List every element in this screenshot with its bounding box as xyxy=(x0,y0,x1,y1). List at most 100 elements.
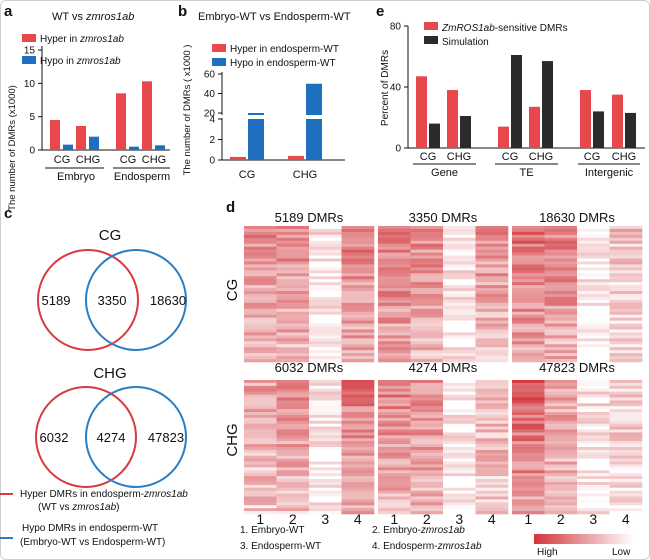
heatmap-cell xyxy=(609,476,643,480)
heatmap-cell xyxy=(244,511,277,515)
heatmap-cell xyxy=(475,499,509,503)
heatmap-cell xyxy=(410,353,444,357)
heatmap-cell xyxy=(378,438,411,442)
heatmap-cell xyxy=(341,385,375,390)
heatmap-cell xyxy=(378,291,411,295)
heatmap-cell xyxy=(544,452,578,457)
heatmap-cell xyxy=(475,487,509,491)
heatmap-cell xyxy=(577,273,610,277)
heatmap-cell xyxy=(443,508,476,512)
heatmap-cell xyxy=(475,302,509,307)
heatmap-cell xyxy=(244,255,277,259)
heatmap-cell xyxy=(577,279,610,283)
b-ytick-label: 40 xyxy=(204,89,216,100)
heatmap-cell xyxy=(276,228,310,233)
heatmap-cell xyxy=(609,226,643,230)
heatmap-cell xyxy=(276,294,310,298)
heatmap-cell xyxy=(244,496,277,500)
heatmap-cell xyxy=(609,470,643,474)
heatmap-cell xyxy=(244,414,277,419)
heatmap-cell xyxy=(475,435,509,439)
heatmap-cell xyxy=(410,391,444,395)
heatmap-cell xyxy=(609,409,643,413)
heatmap-cell xyxy=(378,246,411,250)
heatmap-cell xyxy=(378,332,411,336)
heatmap-cell xyxy=(609,380,643,384)
heatmap-cell xyxy=(609,347,643,351)
heatmap-cell xyxy=(512,341,545,345)
heatmap-cell xyxy=(443,447,476,451)
heatmap-cell xyxy=(410,467,444,471)
heatmap-cell xyxy=(577,435,610,439)
heatmap-cell xyxy=(475,412,509,416)
heatmap-cell xyxy=(410,479,444,483)
heatmap-cell xyxy=(512,252,545,256)
e-bar-simulation xyxy=(429,123,440,148)
heatmap-cell xyxy=(512,291,545,295)
heatmap-cell xyxy=(512,481,545,486)
heatmap-cell xyxy=(544,350,578,354)
heatmap-cell xyxy=(577,296,610,301)
heatmap-cell xyxy=(443,228,476,233)
heatmap-cell xyxy=(577,294,610,298)
heatmap-cell xyxy=(378,481,411,486)
heatmap-cell xyxy=(577,397,610,401)
heatmap-cell xyxy=(378,470,411,474)
heatmap-cell xyxy=(341,394,375,398)
heatmap-cell xyxy=(410,449,444,454)
heatmap-cell xyxy=(309,467,342,471)
heatmap-cell xyxy=(475,452,509,457)
heatmap-cell xyxy=(244,335,277,339)
heatmap-cell xyxy=(276,335,310,339)
heatmap-cell xyxy=(341,323,375,327)
heatmap-cell xyxy=(609,323,643,327)
heatmap-cell xyxy=(410,359,444,363)
heatmap-cell xyxy=(244,464,277,468)
heatmap-cell xyxy=(309,291,342,295)
heatmap-cell xyxy=(512,455,545,459)
heatmap-cell xyxy=(544,461,578,465)
heatmap-cell xyxy=(309,308,342,313)
heatmap-cell xyxy=(244,508,277,512)
heatmap-cell xyxy=(244,341,277,345)
heatmap-cell xyxy=(512,329,545,333)
a-xtick-label: CG xyxy=(120,154,137,166)
heatmap-cell xyxy=(475,458,509,462)
venn-cg-right-count: 18630 xyxy=(150,293,186,308)
heatmap-cell xyxy=(577,470,610,474)
heatmap-cell xyxy=(276,288,310,292)
heatmap-cell xyxy=(577,403,610,407)
heatmap-cell xyxy=(309,397,342,401)
heatmap-cell xyxy=(244,441,277,445)
heatmap-cell xyxy=(512,353,545,357)
heatmap-cell xyxy=(475,403,509,407)
heatmap-cell xyxy=(609,464,643,468)
heatmap-cell xyxy=(609,452,643,457)
heatmap-cell xyxy=(276,385,310,390)
heatmap-cell xyxy=(443,243,476,247)
heatmap-cell xyxy=(544,302,578,307)
heatmap-cell xyxy=(276,464,310,468)
heatmap-cell xyxy=(475,426,509,430)
heatmap-cell xyxy=(276,473,310,477)
heatmap-cell xyxy=(443,332,476,336)
heatmap-cell xyxy=(410,320,444,324)
heatmap-cell xyxy=(512,317,545,321)
heatmap-cell xyxy=(309,403,342,407)
heatmap-cell xyxy=(244,296,277,301)
heatmap-cell xyxy=(443,320,476,324)
heatmap-cell xyxy=(443,258,476,262)
heatmap-cell xyxy=(244,484,277,489)
heatmap-cell xyxy=(609,406,643,410)
heatmap-block xyxy=(512,226,643,363)
heatmap-cell xyxy=(341,326,375,330)
heatmap-cell xyxy=(378,356,411,360)
heatmap-cell xyxy=(609,382,643,387)
e-bar-sensitive xyxy=(498,126,509,148)
heatmap-cell xyxy=(512,323,545,327)
heatmap-cell xyxy=(577,305,610,310)
heatmap-cell xyxy=(378,261,411,265)
heatmap-cell xyxy=(341,423,375,427)
panel-e-ylabel: Percent of DMRs xyxy=(380,50,391,126)
heatmap-cell xyxy=(609,400,643,404)
